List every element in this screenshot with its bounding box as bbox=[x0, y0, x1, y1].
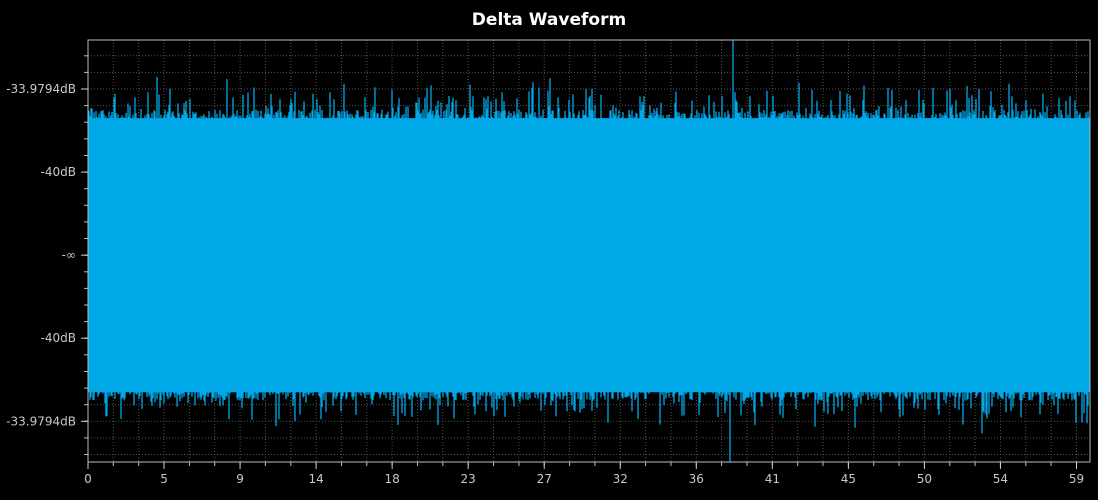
x-tick-label: 9 bbox=[236, 472, 244, 486]
y-tick-label: -33.9794dB bbox=[6, 414, 76, 428]
x-tick-label: 0 bbox=[84, 472, 92, 486]
x-tick-label: 36 bbox=[689, 472, 704, 486]
x-tick-label: 23 bbox=[461, 472, 476, 486]
x-tick-label: 5 bbox=[160, 472, 168, 486]
y-tick-label: -33.9794dB bbox=[6, 82, 76, 96]
waveform-line bbox=[88, 40, 1090, 462]
x-tick-label: 18 bbox=[385, 472, 400, 486]
waveform-series bbox=[88, 40, 1090, 462]
chart-title: Delta Waveform bbox=[471, 10, 627, 30]
x-tick-label: 27 bbox=[537, 472, 552, 486]
x-tick-label: 54 bbox=[993, 472, 1008, 486]
y-tick-label: -40dB bbox=[41, 331, 76, 345]
axis-layer: 0 5 9 14 18 23 27 32 36 41 45 50 54 59-33.9794dB-40dB… bbox=[6, 55, 1084, 486]
x-tick-label: 59 bbox=[1069, 472, 1084, 486]
x-tick-label: 14 bbox=[308, 472, 323, 486]
plot-frame bbox=[87, 39, 1091, 463]
x-tick-label: 50 bbox=[917, 472, 932, 486]
y-tick-label: -40dB bbox=[41, 165, 76, 179]
x-tick-label: 45 bbox=[841, 472, 856, 486]
y-tick-label: -∞ bbox=[62, 248, 76, 262]
x-tick-label: 32 bbox=[613, 472, 628, 486]
x-tick-label: 41 bbox=[765, 472, 780, 486]
